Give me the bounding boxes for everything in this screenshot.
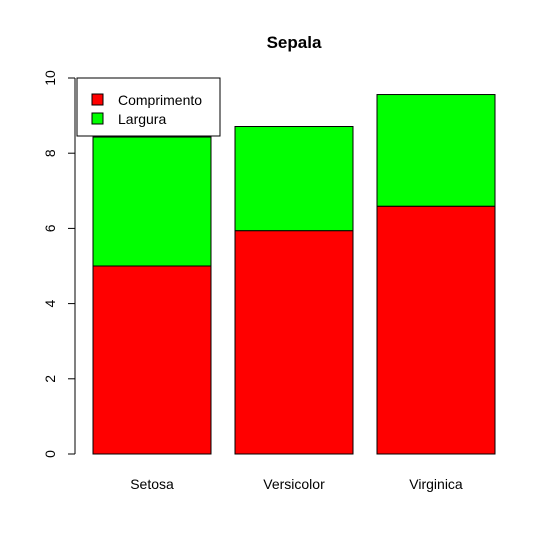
- x-tick-label: Setosa: [130, 476, 174, 492]
- bar-largura-virginica: [376, 94, 496, 207]
- legend-swatch: [91, 112, 104, 125]
- chart-title: Sepala: [267, 33, 322, 52]
- y-tick-label: 10: [42, 70, 58, 86]
- y-tick-label: 0: [42, 450, 58, 458]
- y-tick-label: 4: [42, 299, 58, 307]
- legend-box: [76, 77, 221, 137]
- x-tick-label: Versicolor: [263, 476, 325, 492]
- bar-largura-setosa: [92, 136, 212, 267]
- legend-swatch: [91, 93, 104, 106]
- legend: Comprimento Largura: [76, 77, 221, 137]
- y-axis: 0 2 4 6 8 10: [42, 70, 76, 458]
- bar-largura-versicolor: [234, 126, 354, 232]
- x-tick-label: Virginica: [409, 476, 463, 492]
- bar-comprimento-setosa: [92, 265, 212, 455]
- bars: [92, 94, 496, 455]
- x-axis-labels: Setosa Versicolor Virginica: [130, 476, 463, 492]
- y-tick-label: 6: [42, 224, 58, 232]
- y-tick-label: 8: [42, 149, 58, 157]
- bar-comprimento-versicolor: [234, 230, 354, 455]
- legend-label: Largura: [118, 111, 166, 127]
- legend-label: Comprimento: [118, 92, 202, 108]
- bar-comprimento-virginica: [376, 205, 496, 455]
- y-tick-label: 2: [42, 375, 58, 383]
